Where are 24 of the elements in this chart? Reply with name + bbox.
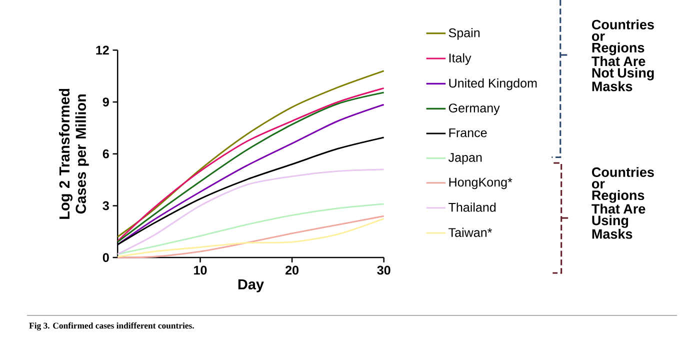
y-tick-label: 3 (102, 201, 109, 210)
line-series (116, 203, 385, 256)
caption: Fig 3. Confirmed cases indifferent countries. (29, 322, 194, 331)
legend-label: France (449, 128, 487, 138)
legend-label: Japan (448, 153, 482, 165)
x-axis-title: Day (238, 280, 264, 292)
legend-label: Germany (448, 104, 500, 116)
legend-label: Italy (449, 53, 472, 66)
y-tick-label: 0 (102, 253, 109, 262)
text: Countries or Regions That Are Using Masks (592, 167, 654, 239)
y-axis-title: Log 2 Transformed Cases per Million (58, 89, 89, 219)
legend-label: Thailand (448, 202, 496, 212)
y-tick-label: 9 (102, 98, 109, 107)
legend-label: Taiwan* (448, 228, 492, 238)
legend-label: United Kingdom (449, 78, 537, 90)
y-tick-label: 12 (96, 46, 109, 55)
text: Countries or Regions That Are Not Using Masks (592, 20, 654, 92)
x-tick-label: 10 (194, 266, 207, 275)
legend-label: HongKong* (449, 178, 512, 190)
x-tick-label: 20 (286, 266, 299, 275)
legend-label: Spain (448, 28, 480, 40)
x-tick-label: 30 (377, 266, 390, 275)
y-tick-label: 6 (102, 150, 109, 158)
line-series (116, 168, 385, 256)
